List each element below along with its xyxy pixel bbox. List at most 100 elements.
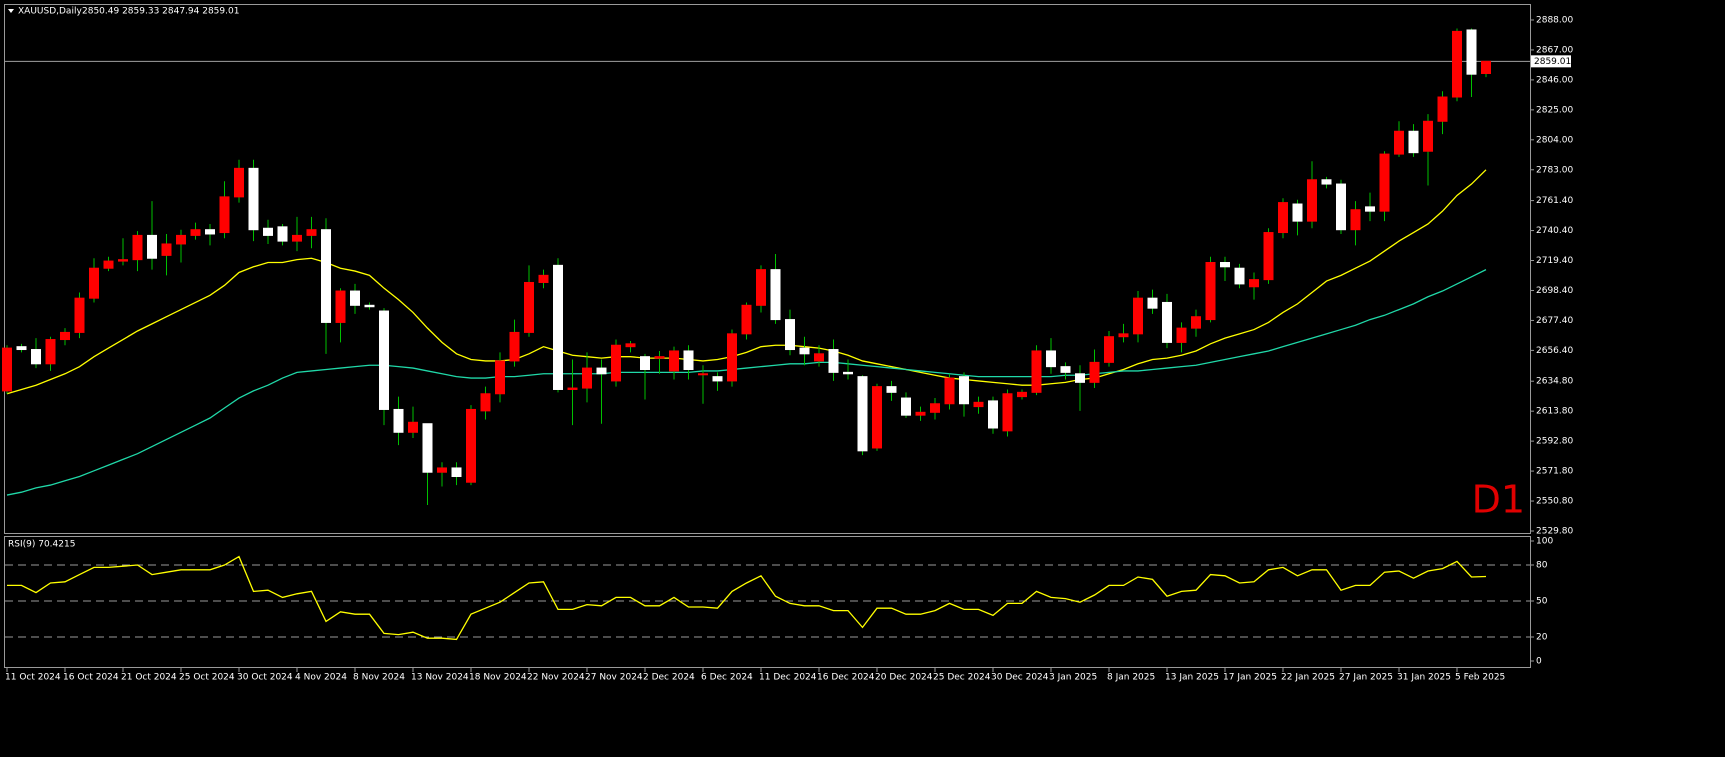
- candle-body: [234, 167, 244, 198]
- x-tick-label: 30 Dec 2024: [991, 673, 1049, 683]
- candle-body: [2, 347, 12, 392]
- candle-body: [930, 403, 940, 413]
- x-tick-label: 21 Oct 2024: [121, 673, 177, 683]
- candle-body: [1002, 393, 1013, 432]
- x-tick-label: 31 Jan 2025: [1397, 673, 1451, 683]
- candle-body: [1075, 373, 1085, 383]
- candle-body: [799, 347, 810, 355]
- candle-body: [683, 350, 694, 371]
- y-tick-label: 2656.40: [1536, 346, 1573, 356]
- candle-body: [1321, 179, 1332, 185]
- y-tick-label: 2888.00: [1536, 15, 1573, 25]
- candle-body: [1336, 183, 1346, 231]
- y-tick-label: 2846.00: [1536, 75, 1573, 85]
- candle-body: [60, 331, 70, 341]
- candle-body: [1118, 333, 1129, 338]
- candle-body: [1452, 30, 1462, 98]
- x-tick-label: 4 Nov 2024: [295, 673, 347, 683]
- candle-body: [1307, 179, 1317, 222]
- candle-body: [147, 234, 157, 259]
- candle-body: [857, 376, 868, 452]
- candle-body: [727, 333, 737, 382]
- x-tick-label: 13 Jan 2025: [1165, 673, 1219, 683]
- candle-body: [306, 229, 317, 236]
- candle-body: [509, 331, 520, 362]
- y-tick-label: 2698.40: [1536, 286, 1573, 296]
- candle-body: [582, 367, 592, 389]
- x-tick-label: 11 Oct 2024: [5, 673, 61, 683]
- y-tick-label: 2634.80: [1536, 377, 1573, 387]
- x-tick-label: 22 Nov 2024: [527, 673, 585, 683]
- x-tick-label: 13 Nov 2024: [411, 673, 469, 683]
- current-price-label: 2859.01: [1534, 57, 1571, 67]
- timeframe-watermark: D1: [1472, 478, 1525, 522]
- candle-body: [1365, 206, 1375, 212]
- x-tick-label: 30 Oct 2024: [237, 673, 293, 683]
- candle-body: [335, 290, 346, 323]
- candle-body: [16, 346, 27, 351]
- candle-body: [350, 290, 360, 306]
- candle-body: [45, 339, 56, 365]
- candle-body: [712, 376, 723, 382]
- candle-body: [828, 349, 839, 373]
- x-tick-label: 17 Jan 2025: [1223, 673, 1277, 683]
- candle-body: [277, 226, 288, 242]
- moving-average: [6, 169, 1487, 395]
- candle-body: [1205, 262, 1216, 321]
- candle-body: [1104, 336, 1114, 363]
- candle-body: [553, 264, 563, 390]
- candle-body: [770, 269, 781, 321]
- rsi-frame: [4, 536, 1531, 668]
- candle-body: [321, 229, 331, 323]
- candle-body: [132, 234, 143, 261]
- candle-body: [422, 423, 433, 473]
- x-tick-label: 22 Jan 2025: [1281, 673, 1335, 683]
- candle-body: [451, 467, 462, 478]
- candle-body: [596, 367, 607, 375]
- candle-body: [118, 259, 128, 262]
- candle-body: [103, 260, 114, 269]
- candle-body: [1176, 327, 1187, 343]
- candle-body: [263, 227, 273, 236]
- candle-body: [1263, 232, 1274, 281]
- candle-body: [698, 373, 708, 376]
- candle-body: [1350, 209, 1361, 231]
- candle-body: [219, 196, 230, 234]
- candle-body: [1278, 202, 1288, 234]
- candle-body: [364, 304, 375, 308]
- candle-body: [944, 377, 955, 405]
- x-tick-label: 11 Dec 2024: [759, 673, 817, 683]
- y-tick-label: 2804.00: [1536, 135, 1573, 145]
- candle-body: [1031, 350, 1042, 393]
- candle-body: [1481, 60, 1491, 74]
- candle-body: [1147, 297, 1158, 309]
- candle-body: [654, 356, 665, 359]
- y-tick-label: 20: [1536, 633, 1548, 643]
- candle-body: [1408, 130, 1419, 154]
- moving-average: [6, 269, 1487, 496]
- candle-body: [524, 281, 534, 333]
- y-tick-label: 2677.40: [1536, 316, 1573, 326]
- x-tick-label: 3 Jan 2025: [1049, 673, 1097, 683]
- candle-body: [625, 343, 636, 348]
- candle-body: [74, 297, 85, 333]
- candle-body: [785, 319, 795, 351]
- candle-body: [393, 408, 404, 433]
- y-tick-label: 2867.00: [1536, 45, 1573, 55]
- y-tick-label: 2740.40: [1536, 226, 1573, 236]
- y-tick-label: 2761.40: [1536, 196, 1573, 206]
- candle-body: [176, 234, 186, 245]
- main-frame: [4, 4, 1531, 534]
- candle-body: [495, 360, 505, 395]
- candle-body: [567, 387, 578, 390]
- candle-body: [886, 386, 897, 393]
- y-tick-label: 2571.80: [1536, 467, 1573, 477]
- candle-body: [959, 376, 969, 405]
- candle-body: [814, 353, 824, 362]
- candle-body: [466, 408, 476, 483]
- x-tick-label: 25 Dec 2024: [933, 673, 991, 683]
- candle-body: [741, 304, 752, 335]
- candle-body: [1249, 279, 1259, 288]
- candle-body: [408, 421, 418, 433]
